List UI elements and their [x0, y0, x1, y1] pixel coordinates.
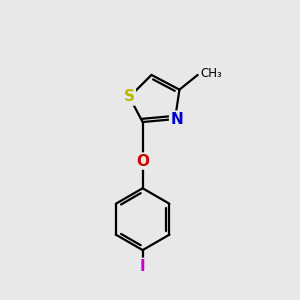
Text: N: N — [170, 112, 183, 127]
Text: I: I — [140, 259, 146, 274]
Text: CH₃: CH₃ — [200, 67, 222, 80]
Text: S: S — [124, 89, 135, 104]
Text: O: O — [136, 154, 149, 169]
